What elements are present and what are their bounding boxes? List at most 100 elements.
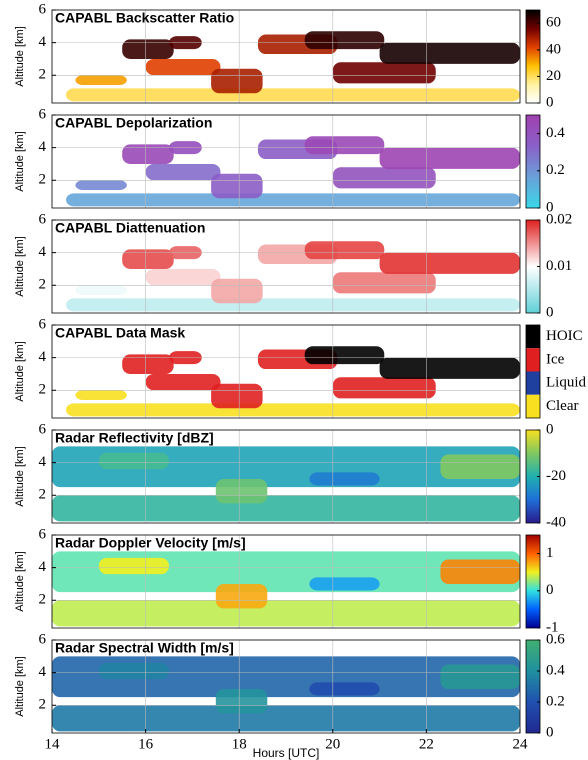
y-tick-label: 2 [39, 382, 47, 398]
colorbar-label: Clear [546, 398, 578, 414]
colorbar-tick-label: -20 [546, 468, 566, 484]
field-layer [332, 377, 436, 399]
field-layer [52, 656, 520, 698]
y-tick-label: 6 [39, 631, 47, 647]
colorbar-tick-label: 1 [546, 545, 554, 561]
field-layer [211, 383, 263, 409]
colorbar-frame [525, 429, 541, 524]
x-tick-label: 16 [138, 736, 154, 752]
colorbar-tick-label: 0.4 [546, 662, 565, 678]
colorbar-tick-label: 0 [546, 199, 554, 215]
field-layer [304, 346, 385, 365]
colorbar-swatch [526, 394, 540, 418]
y-tick-label: 2 [39, 592, 47, 608]
y-tick-label: 2 [39, 697, 47, 713]
colorbar-frame [525, 324, 541, 419]
panel: 2 4 6 Altitude [km] Radar Reflectivity [dBZ]… [14, 421, 566, 530]
field-layer [52, 705, 520, 732]
field-layer [332, 62, 436, 84]
field-layer [52, 551, 520, 593]
colorbar-swatch [526, 348, 540, 372]
field-layer [66, 403, 520, 417]
plot-frame [51, 114, 521, 209]
x-tick-label: 18 [232, 736, 247, 752]
x-tick-label: 24 [513, 736, 529, 752]
colorbar-tick-label: 0.02 [546, 211, 572, 227]
field-layer [122, 144, 174, 164]
panel: 2 4 6 Altitude [km] CAPABL Backscatter Ratio… [14, 1, 561, 110]
colorbar-swatch [526, 325, 540, 349]
colorbar-tick-label: 60 [546, 15, 561, 31]
y-tick-label: 4 [39, 454, 47, 470]
field-layer [309, 472, 380, 486]
y-axis-label: Altitude [km] [14, 131, 26, 192]
panel: 2 4 6 Altitude [km] CAPABL Depolarization 0 0.… [14, 106, 565, 215]
field-layer [332, 272, 436, 294]
colorbar-frame [525, 219, 541, 314]
colorbar-tick-label: 0.01 [546, 258, 572, 274]
y-tick-label: 2 [39, 172, 47, 188]
field-layer [309, 682, 380, 696]
panel-title: CAPABL Data Mask [55, 325, 185, 341]
panel-title: Radar Spectral Width [m/s] [55, 640, 234, 656]
field-layer [440, 559, 520, 584]
colorbar-tick-label: -40 [546, 514, 566, 530]
field-layer [66, 298, 520, 312]
y-tick-label: 4 [39, 664, 47, 680]
field-layer [215, 478, 268, 504]
y-axis-label: Altitude [km] [14, 236, 26, 297]
field-layer [122, 249, 174, 269]
colorbar [526, 115, 540, 208]
y-tick-label: 2 [39, 67, 47, 83]
field-layer [98, 452, 169, 470]
colorbar-label: Ice [546, 351, 565, 367]
field-layer [440, 454, 520, 479]
colorbar-tick-label: 0 [546, 724, 554, 740]
y-tick-label: 6 [39, 421, 47, 437]
y-tick-label: 4 [39, 559, 47, 575]
y-tick-label: 6 [39, 316, 47, 332]
colorbar [526, 535, 540, 628]
field-layer [304, 241, 385, 260]
field-layer [379, 357, 520, 379]
field-layer [52, 446, 520, 488]
field-layer [145, 163, 221, 181]
field-layer [211, 173, 263, 199]
y-tick-label: 4 [39, 349, 47, 365]
field-layer [122, 354, 174, 374]
field-layer [379, 252, 520, 274]
field-layer [211, 278, 263, 304]
colorbar [526, 10, 540, 103]
field-layer [75, 75, 127, 86]
colorbar [526, 430, 540, 523]
colorbar-frame [525, 639, 541, 734]
field-layer [52, 600, 520, 627]
y-tick-label: 2 [39, 487, 47, 503]
field-layer [304, 136, 385, 155]
field-layer [309, 577, 380, 591]
field-layer [98, 557, 169, 575]
x-tick-label: 14 [45, 736, 61, 752]
plot-frame [51, 219, 521, 314]
y-tick-label: 6 [39, 211, 47, 227]
colorbar-tick-label: 0.2 [546, 162, 565, 178]
y-axis-label: Altitude [km] [14, 26, 26, 87]
panel-title: Radar Doppler Velocity [m/s] [55, 535, 246, 551]
field-layer [379, 42, 520, 64]
y-tick-label: 4 [39, 244, 47, 260]
y-axis-label: Altitude [km] [14, 656, 26, 717]
x-tick-label: 22 [419, 736, 434, 752]
plot-frame [51, 534, 521, 629]
panel: 2 4 6 Altitude [km] Radar Doppler Velocity [… [14, 526, 559, 635]
colorbar-frame [525, 114, 541, 209]
field-layer [98, 662, 169, 680]
y-tick-label: 6 [39, 1, 47, 17]
field-layer [66, 193, 520, 207]
y-tick-label: 4 [39, 139, 47, 155]
panel-title: CAPABL Depolarization [55, 115, 212, 131]
y-axis-label: Altitude [km] [14, 446, 26, 507]
field-layer [75, 285, 127, 296]
y-tick-label: 6 [39, 526, 47, 542]
colorbar-tick-label: -1 [546, 619, 559, 635]
colorbar-swatch [526, 371, 540, 395]
